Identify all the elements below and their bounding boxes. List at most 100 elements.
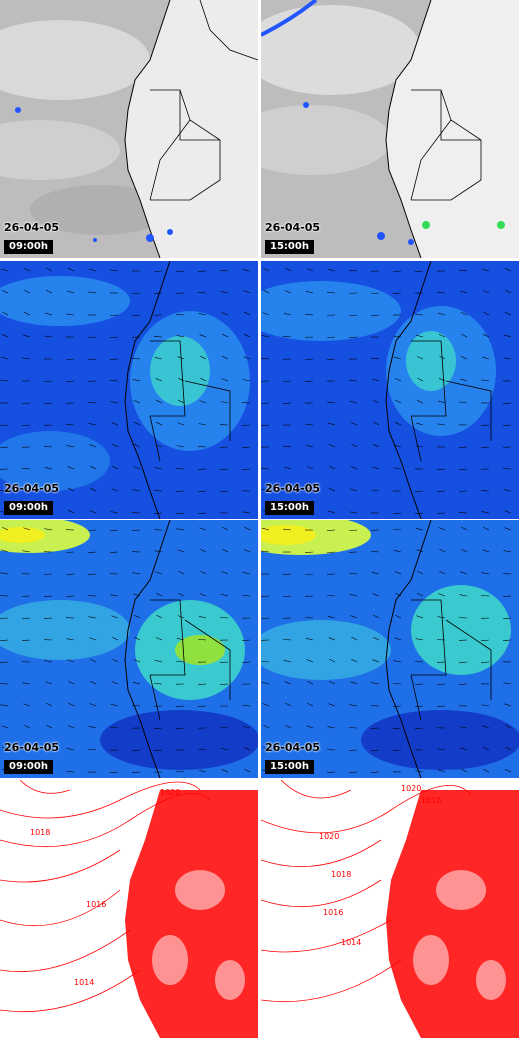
wind-arrow	[305, 551, 314, 553]
wind-arrow	[373, 636, 380, 641]
wind-arrow	[393, 356, 402, 360]
wind-arrow	[110, 703, 119, 707]
wind-arrow	[0, 704, 9, 707]
wind-arrow	[67, 659, 75, 663]
wind-arrow	[438, 334, 446, 338]
wind-arrow	[88, 573, 97, 575]
wind-arrow	[220, 291, 229, 294]
wind-arrow	[263, 724, 270, 729]
wind-arrow	[0, 379, 9, 382]
wind-arrow	[66, 445, 75, 448]
wind-arrow	[1, 549, 9, 553]
wind-arrow	[178, 377, 185, 382]
wind-arrow	[23, 312, 31, 316]
wind-arrow	[437, 705, 446, 707]
wind-arrow	[111, 422, 119, 426]
wind-arrow	[198, 313, 207, 316]
wind-arrow	[371, 572, 380, 575]
wind-arrow	[221, 378, 229, 382]
wind-arrow	[437, 748, 446, 751]
wind-arrow	[416, 549, 424, 553]
wind-arrow	[371, 378, 380, 382]
wind-arrow	[283, 312, 292, 316]
panel-time: 15:00h	[265, 240, 314, 254]
wind-arrow	[242, 639, 251, 642]
wind-arrow	[176, 314, 185, 316]
wind-arrow	[505, 724, 512, 729]
wind-arrow	[461, 548, 468, 553]
wind-arrow	[263, 746, 270, 751]
wind-arrow	[244, 311, 251, 316]
wind-arrow	[283, 573, 292, 575]
wind-arrow	[349, 270, 358, 272]
wind-arrow	[178, 570, 185, 575]
wind-arrow	[307, 487, 314, 492]
wind-arrow	[67, 290, 75, 294]
wind-arrow	[504, 510, 512, 514]
wind-arrow	[198, 490, 207, 493]
wind-arrow	[481, 446, 490, 449]
wind-arrow	[23, 527, 31, 531]
wind-arrow	[482, 356, 490, 360]
wind-arrow	[504, 268, 512, 272]
wind-arrow	[66, 770, 75, 773]
wind-arrow	[261, 334, 270, 338]
wind-arrow	[156, 399, 163, 404]
wind-arrow	[283, 336, 292, 338]
panel-date: 26-04-05	[4, 221, 60, 234]
wind-arrow	[349, 573, 358, 575]
wind-arrow	[24, 289, 31, 294]
wind-arrow	[154, 467, 163, 470]
wind-arrow	[199, 400, 207, 404]
wind-arrow	[329, 465, 336, 470]
wind-arrow	[111, 615, 119, 619]
wind-arrow	[373, 421, 380, 426]
wind-arrow	[178, 399, 185, 404]
wind-arrow	[45, 488, 53, 492]
wind-arrow	[67, 466, 75, 470]
wind-arrow	[2, 746, 9, 751]
wind-arrow	[393, 660, 402, 663]
wind-arrow	[437, 490, 446, 493]
wind-arrow	[155, 378, 163, 382]
wind-arrow	[176, 335, 185, 338]
wind-arrow	[415, 638, 424, 641]
wind-arrow	[24, 746, 31, 751]
wind-arrow	[243, 549, 251, 553]
wind-arrow	[133, 400, 141, 404]
wind-arrow	[483, 768, 490, 773]
wind-arrow	[504, 334, 512, 338]
wind-arrow	[222, 526, 229, 531]
wind-arrow	[305, 423, 314, 426]
wind-arrow	[395, 614, 402, 619]
wind-arrow	[0, 572, 9, 575]
wind-arrow	[0, 661, 9, 663]
wind-arrow	[327, 401, 336, 404]
wind-arrow	[88, 748, 97, 751]
wind-arrow	[176, 270, 185, 273]
wind-arrow	[394, 422, 402, 426]
wind-arrow	[393, 335, 402, 338]
wind-arrow	[393, 529, 402, 531]
wind-arrow	[417, 377, 424, 382]
wind-arrow	[349, 529, 358, 532]
wind-arrow	[306, 466, 314, 470]
wind-high-panel-1500: 26-04-05 15:00h	[261, 520, 519, 778]
wind-arrow	[459, 594, 468, 597]
wind-arrow	[220, 401, 229, 404]
wind-arrow	[242, 511, 251, 514]
wind-arrow	[110, 771, 119, 774]
wind-arrow	[393, 550, 402, 553]
wind-arrow	[66, 424, 75, 426]
wind-arrow	[132, 379, 141, 382]
wind-arrow	[199, 334, 207, 338]
wind-arrow	[155, 571, 163, 575]
wind-arrow	[0, 446, 9, 449]
wind-arrow	[134, 443, 141, 448]
wind-arrow	[1, 725, 9, 729]
wind-arrow	[22, 617, 31, 620]
wind-arrow	[22, 424, 31, 427]
isobar-map-right	[261, 780, 519, 1038]
wind-arrow	[503, 402, 512, 404]
wind-arrow	[199, 527, 207, 531]
